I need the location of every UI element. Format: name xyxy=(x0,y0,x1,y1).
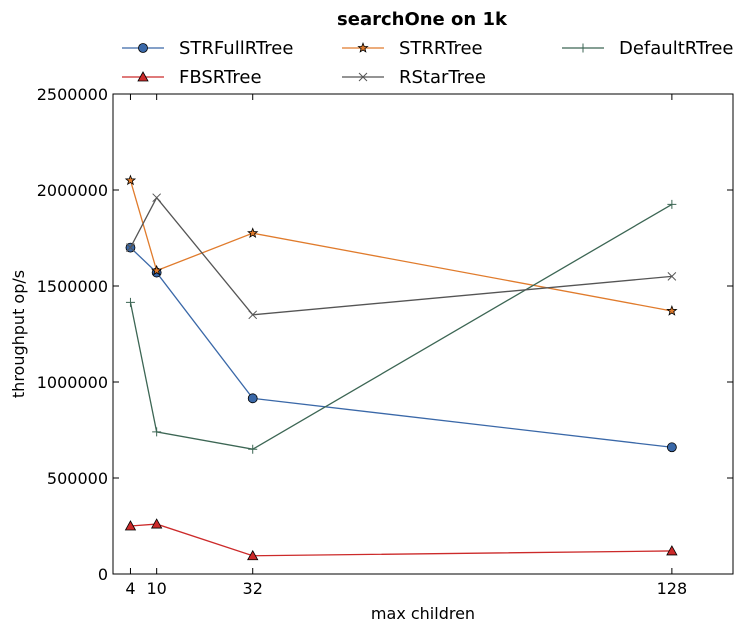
legend-item-defaultrtree: DefaultRTree xyxy=(562,38,733,59)
legend-label: STRFullRTree xyxy=(179,38,293,59)
legend-marker xyxy=(358,72,368,82)
series-line-defaultrtree xyxy=(129,203,673,450)
y-tick-label: 1000000 xyxy=(37,373,108,392)
data-point-strfullrtree xyxy=(247,393,258,404)
data-point-fbsrtree xyxy=(247,549,259,561)
data-point-strrtree xyxy=(247,227,259,239)
data-point-fbsrtree xyxy=(150,518,163,529)
data-point-defaultrtree xyxy=(248,444,258,454)
chart-title: searchOne on 1k xyxy=(337,9,508,30)
data-point-rstartree xyxy=(152,193,162,203)
data-point-strrtree xyxy=(151,264,163,276)
legend: STRFullRTree STRRTree DefaultRTree FBSRTree… xyxy=(122,38,733,88)
series-line-rstartree xyxy=(129,196,672,316)
data-point-strrtree xyxy=(124,174,137,186)
data-point-defaultrtree xyxy=(152,427,162,437)
series-line-strfullrtree xyxy=(130,247,672,448)
legend-label: STRRTree xyxy=(399,38,483,59)
data-point-rstartree xyxy=(248,310,258,320)
data-point-rstartree xyxy=(667,272,677,281)
series-fbsrtree xyxy=(124,518,678,561)
x-axis-label: max children xyxy=(371,604,475,623)
series-rstartree xyxy=(126,193,677,320)
y-tick-label: 0 xyxy=(98,565,108,584)
legend-marker xyxy=(357,42,369,53)
legend-marker xyxy=(137,71,149,82)
y-tick-label: 500000 xyxy=(47,469,108,488)
plot-area xyxy=(112,93,734,575)
data-point-strfullrtree xyxy=(666,442,677,453)
y-axis-label: throughput op/s xyxy=(9,270,28,398)
legend-label: DefaultRTree xyxy=(619,38,733,59)
legend-item-rstartree: RStarTree xyxy=(342,67,486,88)
data-point-fbsrtree xyxy=(124,520,137,531)
series-line-strrtree xyxy=(129,180,672,312)
y-tick-label: 2500000 xyxy=(37,85,108,104)
series-line-fbsrtree xyxy=(130,523,672,557)
series-layer xyxy=(124,174,678,561)
legend-item-strrtree: STRRTree xyxy=(342,38,483,59)
series-defaultrtree xyxy=(125,199,677,454)
legend-label: FBSRTree xyxy=(179,67,262,88)
series-strrtree xyxy=(124,174,678,316)
data-point-rstartree xyxy=(126,243,135,252)
data-point-defaultrtree xyxy=(667,199,677,209)
data-point-strrtree xyxy=(666,305,678,316)
x-tick-label: 10 xyxy=(146,579,166,598)
x-tick-label: 4 xyxy=(125,579,135,598)
legend-label: RStarTree xyxy=(399,67,486,88)
legend-item-fbsrtree: FBSRTree xyxy=(122,67,262,88)
x-tick-label: 128 xyxy=(657,579,688,598)
series-strfullrtree xyxy=(125,242,677,453)
x-tick-label: 32 xyxy=(243,579,263,598)
data-point-fbsrtree xyxy=(666,545,678,556)
legend-marker xyxy=(138,43,148,53)
legend-marker xyxy=(578,43,588,53)
axis-ticks: 4 10 32 128 0 500000 1000000 1500000 2000000 2500… xyxy=(37,85,733,598)
legend-item-strfullrtree: STRFullRTree xyxy=(122,38,293,59)
y-tick-label: 2000000 xyxy=(37,181,108,200)
data-point-defaultrtree xyxy=(125,297,135,307)
y-tick-label: 1500000 xyxy=(37,277,108,296)
